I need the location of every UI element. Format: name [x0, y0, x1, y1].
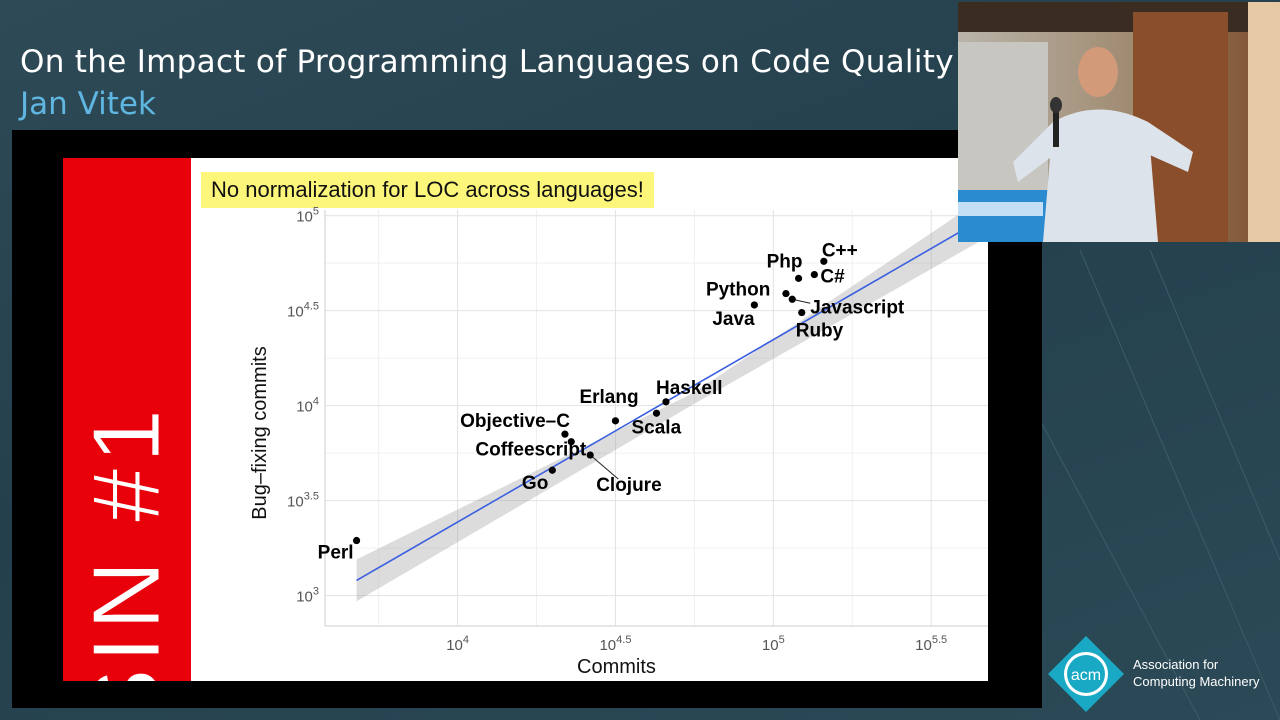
data-point-label: C#: [820, 267, 845, 288]
x-tick-label: 105.5: [915, 634, 947, 654]
data-point-label: Go: [522, 473, 548, 494]
data-point-label: Php: [767, 251, 803, 272]
data-point: [782, 289, 790, 298]
data-point-label: Python: [706, 280, 770, 301]
acm-org-line1: Association for: [1133, 657, 1219, 672]
data-point: [662, 398, 670, 406]
x-tick-label: 104.5: [599, 634, 631, 654]
data-point-label: Clojure: [596, 475, 661, 496]
data-point-label: Haskell: [656, 378, 723, 399]
regression-line: [356, 215, 988, 582]
data-point: [561, 430, 569, 438]
acm-org-line2: Computing Machinery: [1133, 674, 1260, 689]
scatter-chart: 104 104.5 105 105.5 103 103.5 104 104.5 105 Commi…: [249, 194, 988, 678]
point-leader-line: [589, 454, 619, 480]
data-point: [586, 451, 594, 459]
data-point: [567, 438, 575, 446]
y-axis-title: Bug–fixing commits: [249, 346, 271, 519]
data-point: [798, 308, 806, 317]
y-tick-label: 104: [296, 396, 319, 416]
data-point-label: Javascript: [810, 297, 905, 318]
data-point: [810, 270, 818, 279]
data-point: [652, 409, 661, 417]
y-tick-label: 105: [296, 206, 319, 226]
data-point: [611, 417, 620, 425]
y-tick-label: 103: [296, 586, 319, 606]
data-point-label: C++: [822, 240, 858, 261]
data-point-label: Perl: [318, 543, 354, 564]
data-point-label: Coffeescript: [475, 440, 587, 461]
slide: SIN #1 No normalization for LOC across l…: [63, 158, 988, 681]
data-point: [820, 257, 828, 265]
x-tick-label: 105: [762, 634, 785, 654]
data-point: [794, 274, 803, 282]
data-point-label: Ruby: [796, 321, 844, 342]
x-axis-title: Commits: [577, 656, 656, 678]
y-tick-label: 104.5: [287, 301, 319, 321]
speaker-name: Jan Vitek: [20, 86, 156, 122]
data-point-label: Scala: [632, 417, 682, 438]
talk-title: On the Impact of Programming Languages o…: [20, 44, 954, 80]
data-point-label: Java: [712, 309, 755, 330]
data-point: [352, 536, 361, 545]
acm-branding: acm Association for Computing Machinery: [1046, 634, 1280, 714]
acm-org-name: Association for Computing Machinery: [1133, 656, 1259, 690]
data-point: [548, 466, 556, 474]
data-point: [788, 295, 796, 303]
data-point: [750, 301, 758, 309]
y-tick-label: 103.5: [287, 491, 319, 511]
acm-logo-text: acm: [1071, 667, 1101, 684]
data-point-label: Erlang: [579, 387, 638, 408]
speaker-video: [958, 2, 1280, 242]
acm-logo: acm: [1048, 636, 1124, 712]
confidence-band: [356, 194, 988, 602]
x-tick-label: 104: [446, 634, 469, 654]
red-side-band: [63, 158, 191, 681]
slide-headline: No normalization for LOC across language…: [201, 172, 654, 208]
speaker-video-frame: [958, 2, 1280, 242]
data-point-label: Objective–C: [460, 411, 570, 432]
